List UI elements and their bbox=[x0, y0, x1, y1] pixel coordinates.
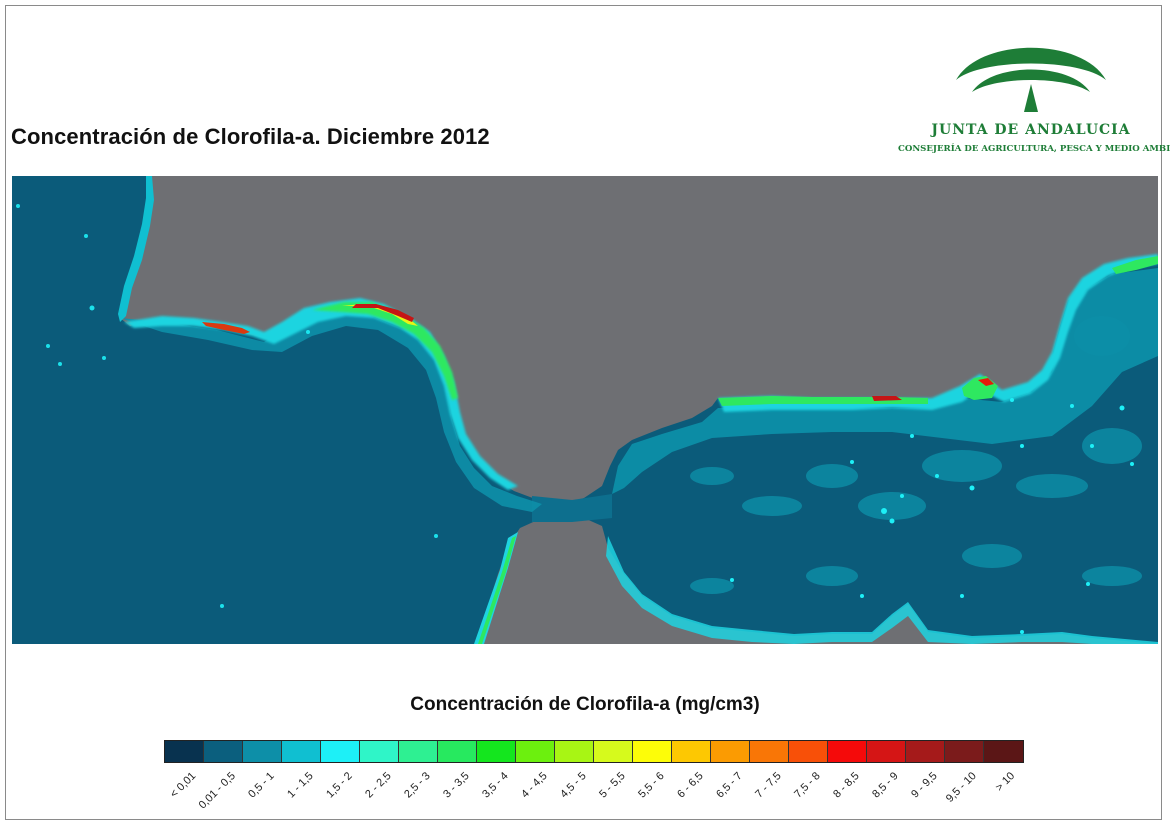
legend-swatch bbox=[594, 741, 633, 762]
legend-swatch bbox=[633, 741, 672, 762]
med-coast-red-almeria bbox=[872, 396, 902, 401]
legend-swatch bbox=[477, 741, 516, 762]
legend-swatch bbox=[165, 741, 204, 762]
med-shelf bbox=[612, 268, 1158, 494]
legend-swatch bbox=[906, 741, 945, 762]
legend-swatch bbox=[321, 741, 360, 762]
chlorophyll-map bbox=[12, 176, 1158, 644]
page-title: Concentración de Clorofila-a. Diciembre … bbox=[11, 124, 490, 149]
junta-de-andalucia-logo: JUNTA DE ANDALUCIA CONSEJERÍA DE AGRICUL… bbox=[898, 32, 1170, 162]
legend-swatch bbox=[828, 741, 867, 762]
legend-swatch bbox=[984, 741, 1023, 762]
legend-swatch bbox=[516, 741, 555, 762]
legend-color-bar bbox=[164, 740, 1024, 763]
moroccan-atlantic-green bbox=[478, 536, 516, 644]
legend-swatch bbox=[711, 741, 750, 762]
logo-subtitle: CONSEJERÍA DE AGRICULTURA, PESCA Y MEDIO… bbox=[898, 144, 1170, 154]
legend-swatch bbox=[789, 741, 828, 762]
legend-swatch bbox=[204, 741, 243, 762]
atlantic-water bbox=[12, 176, 564, 644]
ne-coast-green bbox=[1112, 256, 1158, 274]
atlantic-coast-red bbox=[352, 304, 414, 322]
med-patches bbox=[690, 316, 1142, 594]
legend-swatch bbox=[672, 741, 711, 762]
figure-frame bbox=[5, 5, 1162, 820]
legend-swatch bbox=[438, 741, 477, 762]
legend-swatch bbox=[555, 741, 594, 762]
legend-swatch bbox=[867, 741, 906, 762]
west-coast-band bbox=[118, 176, 154, 322]
atlantic-coast-green bbox=[312, 302, 458, 400]
med-cape-hotspot-red bbox=[978, 378, 994, 386]
atlantic-coast-cyan bbox=[124, 298, 518, 490]
legend-swatch bbox=[750, 741, 789, 762]
legend-swatch bbox=[282, 741, 321, 762]
atlantic-bright-spots bbox=[16, 204, 438, 608]
legend-title: Concentración de Clorofila-a (mg/cm3) bbox=[410, 694, 760, 715]
map-raster bbox=[12, 176, 1158, 644]
legend-swatch bbox=[399, 741, 438, 762]
atlantic-coast-red-west bbox=[202, 322, 250, 334]
strait-water bbox=[532, 494, 612, 522]
med-coast-cyan bbox=[718, 254, 1158, 412]
legend-swatch bbox=[945, 741, 984, 762]
logo-name: JUNTA DE ANDALUCIA bbox=[931, 122, 1131, 138]
med-bright-spots bbox=[730, 398, 1134, 634]
legend-swatch bbox=[360, 741, 399, 762]
junta-arcs-emblem bbox=[956, 47, 1106, 112]
legend-swatch bbox=[243, 741, 282, 762]
